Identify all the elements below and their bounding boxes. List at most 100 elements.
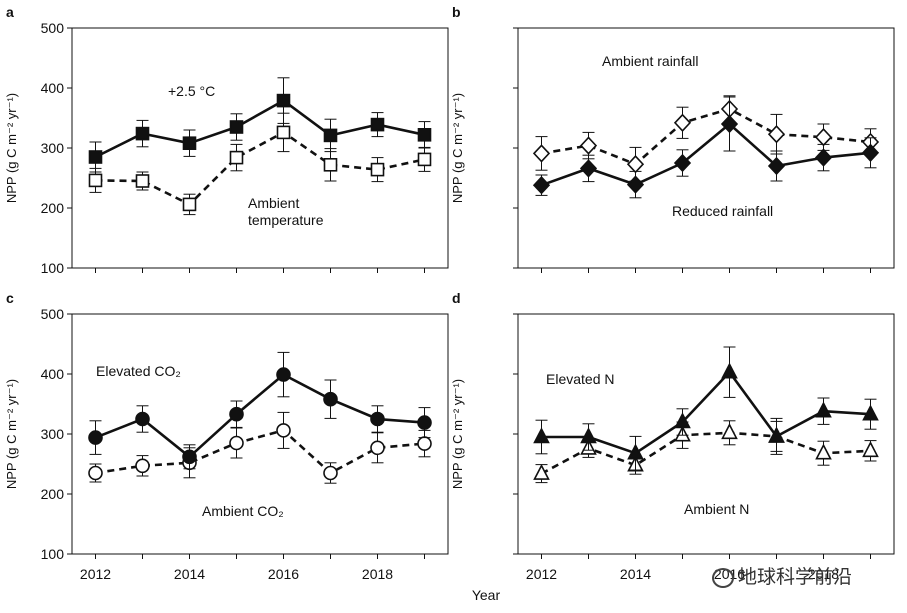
- annotation-line: Ambient: [248, 195, 299, 211]
- series-1: [88, 112, 432, 216]
- annotation-line: +2.5 °C: [168, 83, 215, 99]
- x-tick-label: 2012: [526, 566, 557, 582]
- data-point: [532, 176, 551, 195]
- data-point: [229, 120, 244, 134]
- data-point: [721, 423, 738, 440]
- x-axis-label: Year: [472, 587, 501, 603]
- data-point: [182, 449, 197, 465]
- panel-a: a 100 200 300 400 500 NPP (g C m⁻² yr⁻¹) +2.5 °…: [4, 4, 449, 276]
- data-point: [720, 114, 739, 134]
- data-point: [673, 113, 692, 132]
- data-point: [135, 174, 150, 188]
- x-tick-label: 2016: [268, 566, 299, 582]
- y-tick-label: 100: [41, 546, 65, 562]
- plot-frame: [71, 27, 449, 269]
- y-tick-label: 500: [41, 306, 65, 322]
- data-point: [532, 144, 551, 163]
- annotation-line: temperature: [248, 212, 324, 228]
- y-tick-label: 500: [41, 20, 65, 36]
- panel-b: b NPP (g C m⁻² yr⁻¹) Ambient rainfall Reduc…: [450, 4, 895, 273]
- wechat-icon: [712, 567, 734, 588]
- annotation: +2.5 °C: [168, 83, 215, 99]
- y-axis-label: NPP (g C m⁻² yr⁻¹): [450, 93, 465, 203]
- annotation-line: Ambient rainfall: [602, 53, 699, 69]
- data-point: [182, 136, 197, 150]
- data-point: [276, 367, 291, 382]
- series-line: [95, 429, 425, 475]
- data-point: [674, 412, 691, 429]
- panel-label: c: [6, 290, 14, 306]
- y-tick-label: 300: [41, 426, 65, 442]
- data-point: [370, 162, 385, 177]
- data-point: [579, 136, 598, 155]
- series-line: [540, 431, 871, 475]
- data-point: [862, 441, 879, 458]
- data-point: [370, 411, 385, 427]
- series-1: [532, 96, 880, 199]
- data-point: [229, 435, 244, 451]
- x-tick-label: 2014: [174, 566, 205, 582]
- data-point: [88, 150, 103, 164]
- x-tick-label: 2012: [80, 566, 111, 582]
- y-tick-label: 400: [41, 80, 65, 96]
- watermark-text: 地球科学前沿: [738, 566, 853, 588]
- data-point: [135, 411, 150, 427]
- series-line: [541, 370, 871, 455]
- data-point: [627, 443, 644, 460]
- series-0: [533, 346, 879, 471]
- data-point: [814, 128, 833, 147]
- data-point: [323, 158, 338, 172]
- series-line: [541, 122, 871, 187]
- panel-label: d: [452, 290, 461, 306]
- data-point: [276, 423, 291, 438]
- data-point: [182, 197, 197, 212]
- annotation: Elevated CO₂: [96, 363, 181, 379]
- data-point: [579, 159, 598, 178]
- annotation-line: Elevated N: [546, 371, 614, 387]
- panel-label: a: [6, 4, 14, 20]
- data-point: [229, 150, 244, 165]
- data-point: [276, 125, 291, 140]
- data-point: [88, 465, 103, 481]
- x-tick-label: 2018: [808, 566, 839, 582]
- data-point: [417, 128, 432, 142]
- watermark: 地球科学前沿: [712, 562, 852, 589]
- data-point: [88, 430, 103, 445]
- data-point: [673, 153, 692, 173]
- data-point: [814, 148, 833, 167]
- annotation: Ambient rainfall: [602, 53, 699, 69]
- y-tick-label: 200: [41, 200, 65, 216]
- y-tick-label: 400: [41, 366, 65, 382]
- data-point: [580, 427, 597, 444]
- data-point: [370, 440, 385, 456]
- series-line: [95, 131, 425, 206]
- data-point: [417, 436, 432, 451]
- data-point: [767, 156, 786, 176]
- annotation: Reduced rainfall: [672, 203, 773, 219]
- data-point: [88, 173, 103, 188]
- data-point: [721, 362, 738, 379]
- annotation: Ambient N: [684, 501, 749, 517]
- data-point: [323, 391, 338, 407]
- data-point: [417, 415, 432, 430]
- series-1: [88, 411, 432, 484]
- annotation-line: Elevated CO₂: [96, 363, 181, 379]
- x-tick-label: 2018: [362, 566, 393, 582]
- data-point: [768, 426, 785, 443]
- annotation: Ambient temperature: [248, 195, 324, 228]
- annotation: Elevated N: [546, 371, 614, 387]
- data-point: [276, 93, 291, 108]
- y-tick-label: 200: [41, 486, 65, 502]
- data-point: [417, 152, 432, 167]
- x-tick-label: 2014: [620, 566, 651, 582]
- series-0: [88, 351, 432, 470]
- data-point: [626, 175, 645, 194]
- y-tick-label: 300: [41, 140, 65, 156]
- data-point: [229, 406, 244, 422]
- data-point: [626, 155, 645, 174]
- data-point: [323, 128, 338, 143]
- data-point: [815, 401, 832, 418]
- data-point: [323, 465, 338, 481]
